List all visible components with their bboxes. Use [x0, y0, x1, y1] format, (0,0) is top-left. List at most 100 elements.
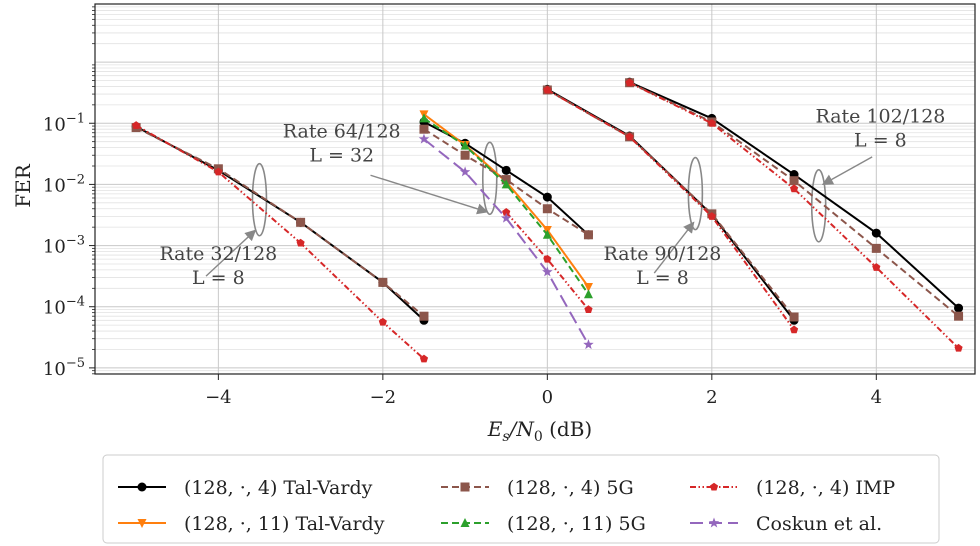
data-point [419, 124, 429, 134]
annotation-label: L = 32 [309, 145, 374, 167]
data-point [378, 277, 388, 287]
legend-label: (128, ·, 11) 5G [507, 513, 646, 535]
annotation-ellipse [481, 141, 498, 216]
series-line [546, 89, 795, 318]
series-line [135, 126, 425, 317]
legend-swatch-marker [460, 482, 470, 492]
data-point [419, 354, 429, 363]
data-point [418, 133, 430, 144]
data-point [707, 212, 716, 220]
data-point [214, 167, 223, 176]
data-point [542, 192, 552, 202]
y-tick-label: 10−5 [43, 356, 85, 380]
data-point [954, 311, 964, 321]
legend-label: (128, ·, 4) 5G [507, 477, 634, 499]
data-point [132, 121, 141, 129]
data-point [542, 204, 552, 214]
legend-item: (128, ·, 4) Tal-Vardy [118, 477, 373, 499]
annotation-arrow [205, 229, 257, 277]
series-5 [418, 133, 594, 350]
annotation-arrow [653, 221, 695, 274]
legend-item: Coskun et al. [690, 513, 882, 535]
annotation-label: L = 8 [854, 129, 907, 151]
data-point [459, 166, 471, 177]
data-point [419, 113, 429, 123]
data-point [583, 230, 593, 240]
legend-label: (128, ·, 11) Tal-Vardy [184, 513, 385, 535]
annotation-ellipse [810, 169, 827, 243]
data-point [460, 140, 470, 150]
x-axis-title: Es/N0 (dB) [487, 417, 592, 445]
legend-swatch-marker [708, 517, 720, 528]
legend-swatch-marker [460, 518, 470, 527]
legend-label: (128, ·, 4) IMP [756, 477, 895, 499]
data-point [543, 254, 552, 263]
x-tick-label: −2 [370, 387, 397, 408]
data-point [789, 312, 799, 322]
data-point [542, 229, 552, 239]
legend-item: (128, ·, 4) IMP [690, 477, 895, 499]
data-point [584, 305, 593, 314]
series-line [135, 125, 425, 322]
series-line [629, 81, 960, 349]
legend-label: Coskun et al. [756, 513, 882, 535]
annotation-label: Rate 90/128 [604, 243, 722, 265]
annotation-label: L = 8 [636, 267, 689, 289]
data-point [460, 150, 470, 160]
data-point [789, 176, 799, 186]
data-point [625, 132, 634, 141]
annotation-label: Rate 32/128 [159, 243, 277, 265]
y-tick-label: 10−4 [43, 295, 85, 319]
legend-item: (128, ·, 11) 5G [441, 513, 646, 535]
data-point [583, 339, 594, 350]
annotation-arrow [370, 174, 489, 215]
series-3 [419, 113, 593, 299]
y-axis-title: FER [11, 163, 35, 207]
data-point [789, 184, 799, 193]
y-tick-label: 10−3 [43, 234, 85, 258]
axis-ticks: −4 −2 0 2 4 10−5 10−4 10−3 10−2 10−1 [43, 6, 882, 408]
legend-swatch-marker [709, 482, 719, 491]
data-point [583, 283, 593, 293]
annotation-arrow [821, 156, 873, 186]
legend-label: (128, ·, 4) Tal-Vardy [184, 477, 373, 499]
series-line [546, 89, 795, 331]
data-point [954, 343, 963, 352]
x-tick-label: 4 [871, 387, 882, 408]
data-point [296, 238, 305, 247]
data-point [543, 85, 552, 94]
data-point [296, 217, 306, 227]
grid [95, 4, 975, 375]
series-line [423, 117, 590, 295]
data-point [501, 165, 511, 175]
data-point [501, 179, 511, 189]
x-tick-label: 0 [542, 387, 553, 408]
annotation-label: Rate 102/128 [815, 105, 945, 127]
data-point [542, 266, 553, 277]
y-tick-label: 10−2 [43, 172, 85, 196]
data-point [707, 118, 716, 127]
legend: (128, ·, 4) Tal-Vardy (128, ·, 11) Tal-Va… [102, 454, 940, 544]
data-point [872, 263, 881, 271]
x-tick-label: 2 [706, 387, 717, 408]
x-tick-label: −4 [205, 387, 232, 408]
series-1 [419, 110, 593, 293]
legend-box [102, 454, 940, 544]
data-point [502, 207, 511, 216]
data-point [871, 228, 881, 238]
legend-swatch-marker [137, 482, 147, 492]
series-4 [132, 78, 963, 363]
data-point [871, 243, 881, 253]
annotation-label: Rate 64/128 [283, 121, 401, 143]
data-point [583, 289, 593, 299]
legend-item: (128, ·, 11) Tal-Vardy [118, 513, 385, 535]
legend-swatch-marker [137, 519, 147, 528]
data-point [954, 303, 964, 313]
series-lines [131, 77, 964, 363]
legend-item: (128, ·, 4) 5G [441, 477, 634, 499]
data-point [625, 78, 634, 87]
plot-frame [94, 3, 976, 375]
series-line [423, 113, 590, 288]
